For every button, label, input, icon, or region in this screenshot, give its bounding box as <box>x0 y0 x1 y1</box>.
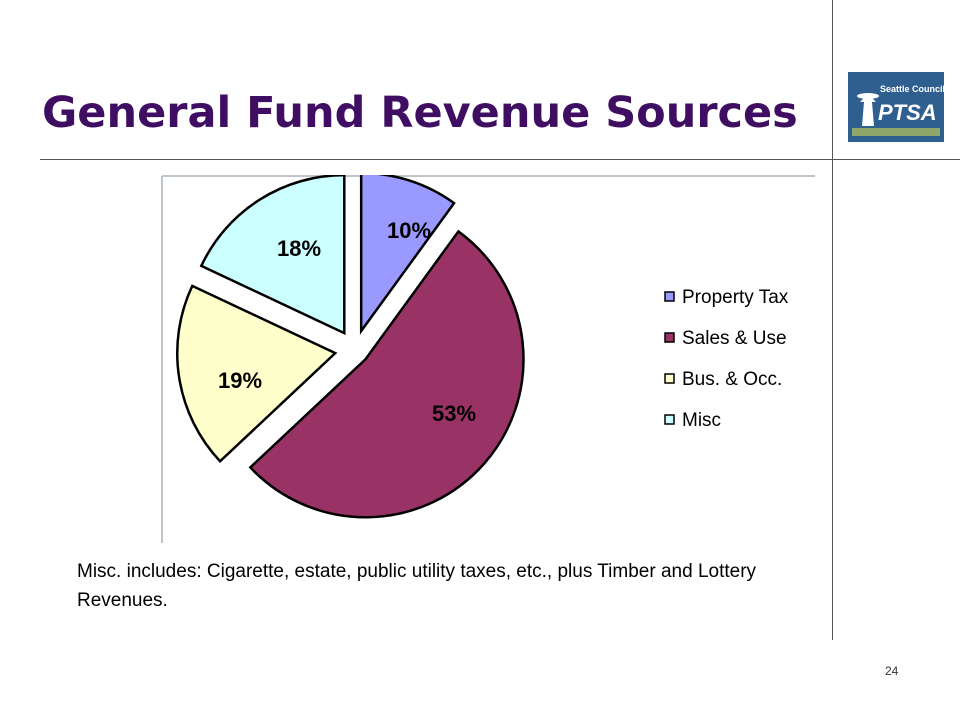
chart-legend: Property Tax Sales & Use Bus. & Occ. Misc <box>664 287 789 431</box>
legend-label-4: Misc <box>682 410 721 431</box>
pie-slice-misc <box>199 175 346 336</box>
pie-slice-sales-use <box>248 229 525 519</box>
legend-swatch-3 <box>664 373 675 384</box>
pie-slices <box>175 175 525 519</box>
slide-title: General Fund Revenue Sources <box>42 88 798 138</box>
title-divider <box>40 159 960 160</box>
ptsa-logo: Seattle Council PTSA <box>848 72 944 142</box>
page-number: 24 <box>885 664 899 678</box>
legend-swatch-2 <box>664 332 675 343</box>
misc-note: Misc. includes: Cigarette, estate, publi… <box>77 561 757 611</box>
legend-label-1: Property Tax <box>682 287 789 308</box>
legend-swatch-1 <box>664 291 675 302</box>
slice-label-10-pct: 10% <box>387 218 431 243</box>
legend-label-3: Bus. & Occ. <box>682 369 782 390</box>
legend-label-2: Sales & Use <box>682 328 787 349</box>
pie-slice-bus-occ <box>175 284 338 464</box>
slice-label-53-pct: 53% <box>432 401 476 426</box>
logo-line2: PTSA <box>878 100 937 125</box>
slice-label-18-pct: 18% <box>277 236 321 261</box>
slice-label-19-pct: 19% <box>218 368 262 393</box>
revenue-pie-chart: 10% 53% 19% 18% Property Tax Sales & Use Bus.… <box>161 175 815 543</box>
pie-slice-property-tax <box>359 175 456 335</box>
vertical-divider <box>832 0 833 640</box>
legend-swatch-4 <box>664 414 675 425</box>
pie-labels: 10% 53% 19% 18% <box>218 218 476 426</box>
logo-line1: Seattle Council <box>880 84 944 94</box>
